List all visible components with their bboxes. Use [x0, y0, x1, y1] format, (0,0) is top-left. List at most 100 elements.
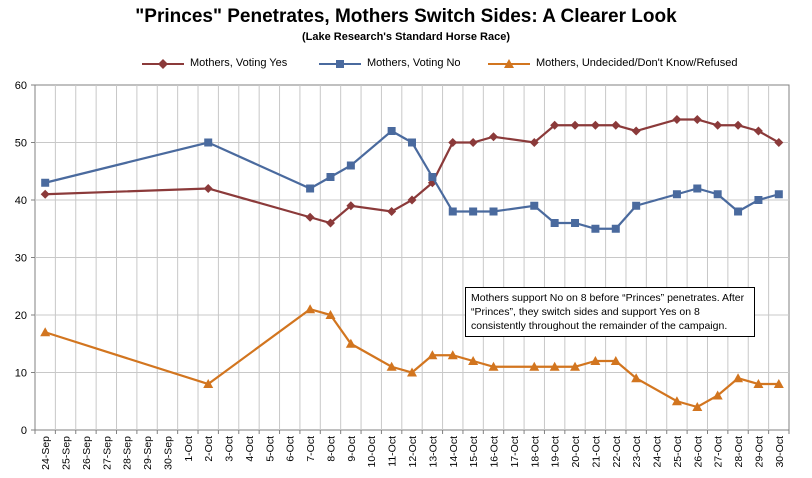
data-point-2	[427, 350, 438, 360]
legend-label-yes: Mothers, Voting Yes	[190, 57, 288, 69]
x-tick-label: 19-Oct	[550, 436, 562, 468]
data-point-0	[550, 120, 560, 130]
data-point-1	[469, 207, 478, 216]
y-tick-label: 50	[15, 138, 27, 150]
data-point-0	[713, 120, 723, 130]
legend-marker-yes	[142, 59, 184, 69]
x-tick-label: 21-Oct	[590, 436, 602, 468]
data-point-2	[610, 356, 621, 365]
data-point-1	[204, 138, 213, 147]
x-tick-label: 24-Oct	[652, 436, 664, 468]
data-point-0	[672, 115, 682, 124]
legend-marker-no	[319, 60, 361, 68]
data-point-2	[671, 396, 682, 406]
x-tick-label: 26-Sep	[81, 436, 93, 470]
chart-title: "Princes" Penetrates, Mothers Switch Sid…	[135, 6, 677, 27]
data-point-1	[428, 173, 437, 181]
data-point-1	[41, 178, 50, 187]
data-point-2	[631, 373, 642, 383]
data-point-2	[345, 338, 356, 348]
data-point-2	[712, 390, 723, 400]
data-point-2	[203, 379, 214, 388]
data-point-1	[754, 196, 763, 204]
data-point-2	[549, 361, 560, 371]
data-point-0	[611, 120, 621, 130]
x-tick-label: 3-Oct	[224, 436, 236, 462]
data-point-0	[387, 207, 397, 216]
data-point-2	[753, 379, 764, 388]
data-point-0	[733, 120, 743, 130]
data-point-1	[713, 190, 722, 199]
data-point-0	[692, 115, 702, 124]
data-point-0	[468, 138, 478, 147]
data-point-2	[325, 310, 336, 319]
data-point-1	[448, 207, 457, 216]
legend: Mothers, Voting Yes Mothers, Voting No M…	[0, 56, 812, 72]
x-tick-label: 14-Oct	[448, 436, 460, 468]
data-point-2	[386, 361, 397, 371]
data-point-1	[326, 173, 335, 181]
x-tick-label: 15-Oct	[468, 436, 480, 468]
data-point-1	[611, 224, 620, 233]
x-tick-label: 20-Oct	[570, 436, 582, 468]
x-tick-label: 28-Oct	[733, 436, 745, 468]
chart-subtitle: (Lake Research's Standard Horse Race)	[301, 31, 511, 43]
x-tick-label: 16-Oct	[489, 436, 501, 468]
data-point-0	[40, 189, 50, 199]
x-tick-label: 26-Oct	[692, 436, 704, 468]
data-point-1	[387, 127, 396, 135]
x-tick-label: 5-Oct	[264, 436, 276, 462]
x-tick-label: 13-Oct	[427, 436, 439, 468]
y-tick-label: 60	[15, 80, 27, 92]
x-tick-label: 6-Oct	[285, 436, 297, 462]
data-point-2	[305, 304, 316, 314]
data-point-2	[590, 356, 601, 365]
x-tick-label: 12-Oct	[407, 436, 419, 468]
data-point-2	[407, 367, 417, 377]
data-point-1	[672, 190, 681, 199]
data-point-0	[570, 120, 580, 130]
data-point-0	[631, 126, 641, 136]
data-point-2	[468, 356, 479, 365]
data-point-1	[774, 190, 783, 199]
data-point-1	[591, 224, 600, 233]
data-point-0	[203, 184, 213, 193]
data-point-1	[489, 207, 498, 216]
data-point-2	[529, 361, 540, 371]
x-tick-label: 11-Oct	[387, 436, 399, 467]
y-tick-label: 40	[15, 195, 27, 207]
x-tick-label: 4-Oct	[244, 436, 256, 462]
y-tick-label: 20	[15, 310, 27, 322]
x-tick-label: 1-Oct	[183, 436, 195, 462]
x-tick-label: 30-Oct	[774, 436, 786, 468]
data-point-2	[773, 379, 784, 388]
x-tick-label: 8-Oct	[325, 436, 337, 462]
x-tick-label: 28-Sep	[122, 436, 134, 470]
x-tick-label: 25-Oct	[672, 436, 684, 468]
data-point-2	[733, 373, 744, 383]
x-tick-label: 18-Oct	[529, 436, 541, 468]
data-point-0	[753, 126, 763, 136]
data-point-1	[408, 138, 416, 147]
x-tick-label: 17-Oct	[509, 436, 521, 468]
y-tick-label: 0	[21, 425, 27, 437]
x-tick-label: 23-Oct	[631, 436, 643, 468]
data-point-0	[346, 201, 356, 211]
x-tick-label: 9-Oct	[346, 436, 358, 462]
data-point-2	[447, 350, 458, 360]
data-point-1	[571, 219, 580, 227]
x-tick-label: 25-Sep	[61, 436, 73, 470]
x-tick-label: 24-Sep	[40, 436, 52, 470]
x-tick-label: 27-Sep	[101, 436, 113, 470]
data-point-2	[692, 402, 703, 411]
data-point-1	[346, 161, 355, 170]
x-tick-label: 7-Oct	[305, 436, 317, 462]
x-tick-label: 2-Oct	[203, 436, 215, 462]
x-tick-label: 27-Oct	[713, 436, 725, 468]
data-point-2	[40, 327, 51, 337]
data-point-0	[774, 138, 784, 147]
x-tick-label: 22-Oct	[611, 436, 623, 468]
data-point-0	[448, 138, 458, 147]
legend-marker-undecided	[488, 59, 530, 68]
